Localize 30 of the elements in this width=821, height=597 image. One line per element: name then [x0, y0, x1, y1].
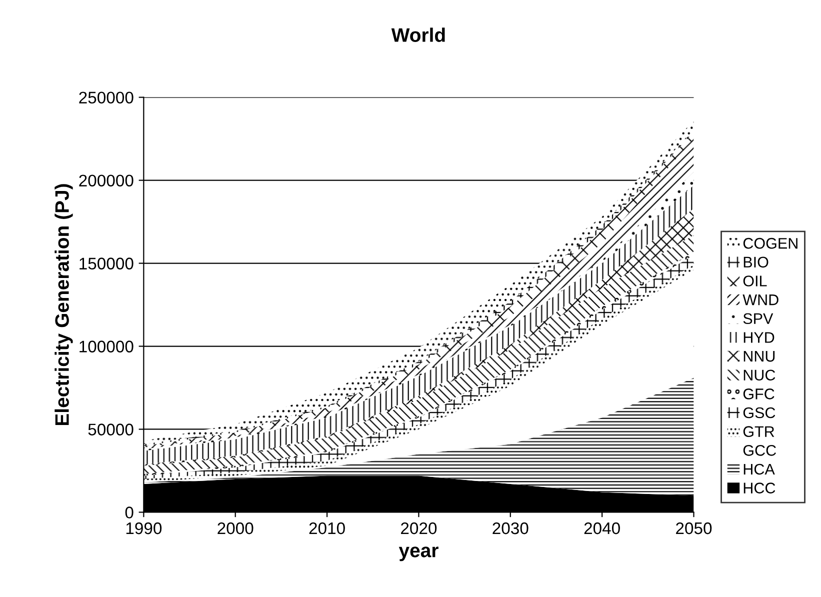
legend-label: WND [742, 294, 778, 306]
x-tick-label: 2040 [584, 522, 620, 534]
text: GCC [743, 445, 776, 456]
x-tick-label: 2020 [401, 522, 437, 534]
y-tick-label: 100000 [80, 340, 134, 352]
legend-label: OIL [743, 276, 767, 286]
legend-label: GFC [743, 388, 774, 400]
legend-label: HCC [744, 482, 776, 494]
legend-label: HCA [744, 464, 775, 475]
legend-label: NUC [744, 370, 776, 381]
legend-label: GTR [743, 426, 774, 437]
legend-label: HYD [744, 332, 774, 343]
x-tick-label: 2010 [309, 522, 345, 534]
x-tick-label: 1990 [126, 522, 162, 534]
y-tick-label: 50000 [88, 424, 134, 436]
legend-label: GSC [743, 407, 776, 418]
chart-title: World [391, 28, 445, 42]
y-tick-label: 250000 [79, 92, 134, 104]
x-tick-label: 2050 [676, 522, 712, 534]
x-tick-label: 2030 [492, 522, 528, 534]
y-tick-label: 200000 [79, 174, 134, 186]
legend-label: COGEN [743, 238, 798, 249]
x-axis-title: year [398, 546, 438, 562]
y-tick-label: 150000 [80, 258, 134, 270]
y-axis-title: Electricity Generation (PJ) [54, 184, 73, 426]
x-tick-label: 2000 [218, 522, 254, 534]
y-tick-label: 0 [125, 506, 134, 518]
legend-label: BIO [744, 256, 768, 268]
legend-label: NNU [744, 351, 775, 362]
legend-label: SPV [743, 313, 774, 324]
